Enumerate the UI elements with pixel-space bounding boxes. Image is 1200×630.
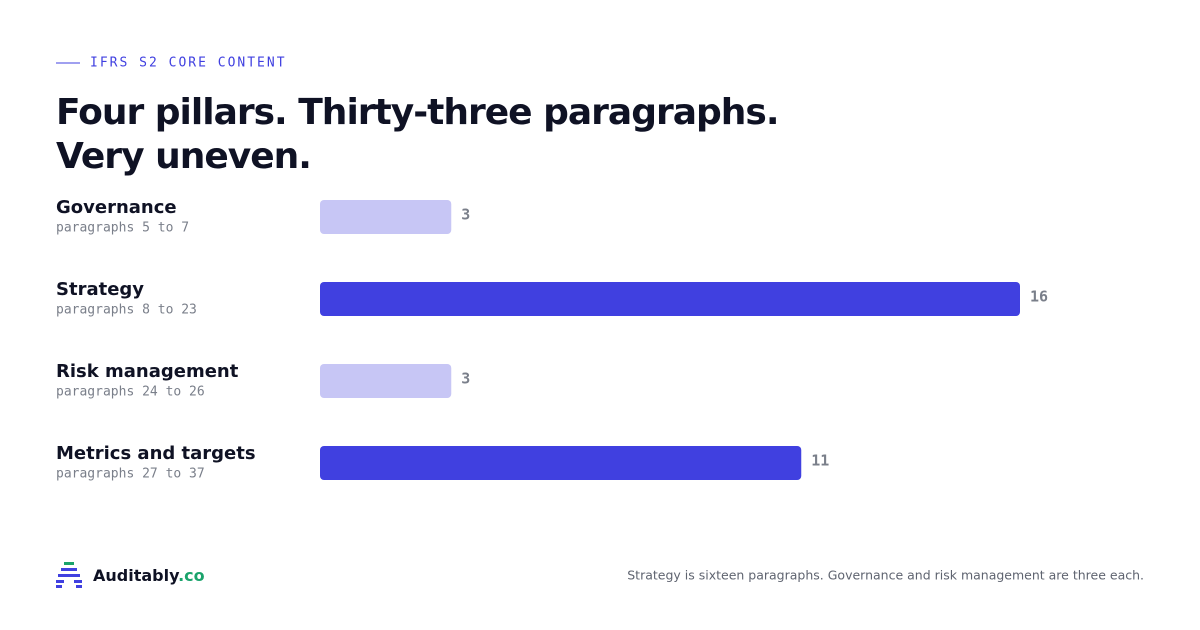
eyebrow: IFRS S2 CORE CONTENT bbox=[90, 56, 287, 71]
value-label: 16 bbox=[1030, 288, 1048, 306]
category-sublabel: paragraphs 24 to 26 bbox=[56, 385, 205, 400]
chart-title: Very uneven. bbox=[56, 136, 311, 177]
category-label: Strategy bbox=[56, 279, 144, 300]
category-label: Metrics and targets bbox=[56, 443, 256, 464]
value-label: 3 bbox=[461, 206, 470, 224]
chart-title: Four pillars. Thirty-three paragraphs. bbox=[56, 92, 779, 133]
value-label: 11 bbox=[811, 452, 829, 470]
bar bbox=[320, 282, 1020, 316]
category-sublabel: paragraphs 5 to 7 bbox=[56, 221, 189, 236]
category-sublabel: paragraphs 27 to 37 bbox=[56, 467, 205, 482]
brand-name: Auditably bbox=[93, 566, 180, 585]
logo-icon bbox=[56, 562, 82, 588]
value-label: 3 bbox=[461, 370, 470, 388]
category-sublabel: paragraphs 8 to 23 bbox=[56, 303, 197, 318]
category-label: Risk management bbox=[56, 361, 239, 382]
brand-suffix: .co bbox=[178, 566, 205, 585]
footnote: Strategy is sixteen paragraphs. Governan… bbox=[627, 568, 1144, 583]
bar bbox=[320, 200, 452, 234]
bar bbox=[320, 446, 802, 480]
bar bbox=[320, 364, 452, 398]
brand: Auditably.co bbox=[93, 566, 205, 585]
category-label: Governance bbox=[56, 197, 177, 218]
